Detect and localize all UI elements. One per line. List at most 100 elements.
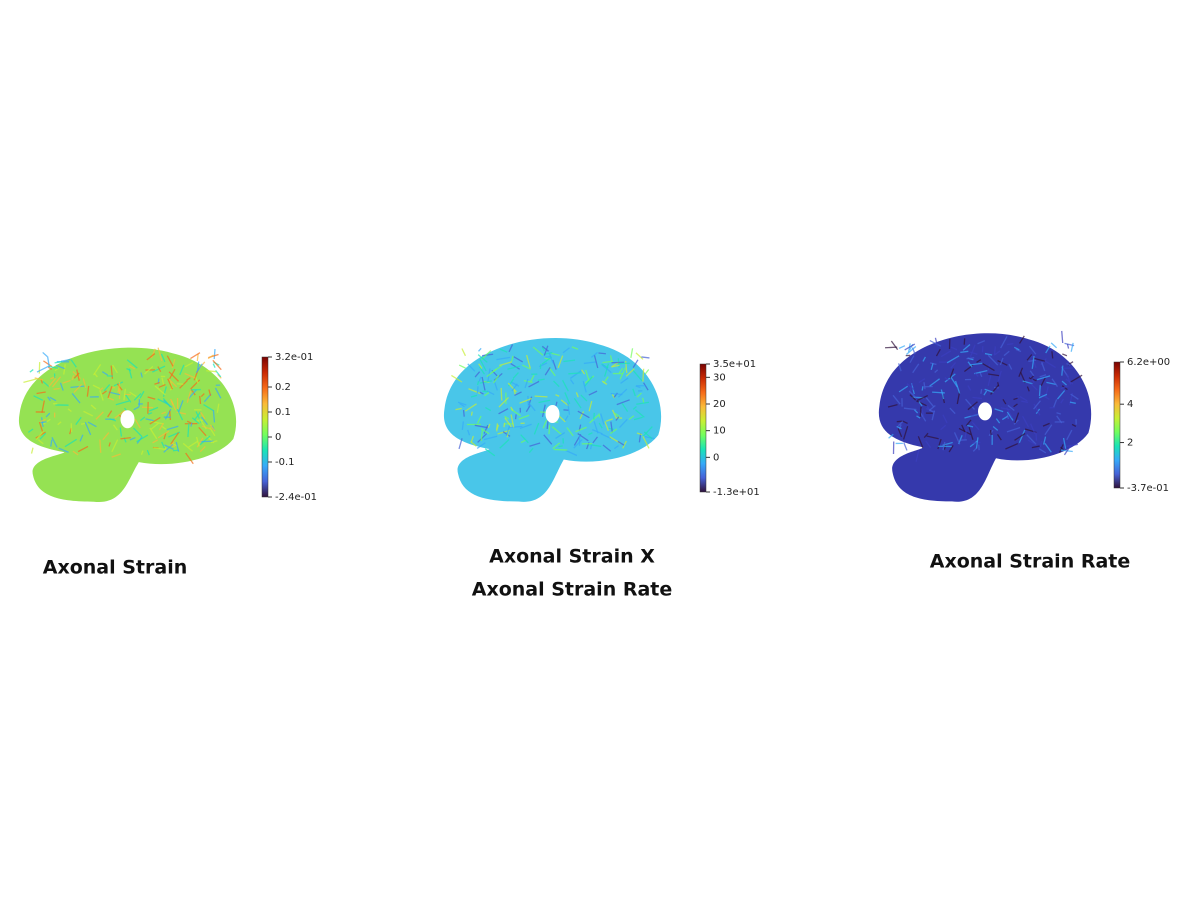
colorbar-tick-label: -1.3e+01 — [713, 487, 760, 498]
fiber — [457, 401, 467, 406]
fiber — [504, 417, 512, 428]
fiber — [632, 388, 636, 397]
fiber — [484, 448, 496, 457]
fiber — [126, 359, 138, 369]
fiber — [593, 355, 599, 369]
fiber — [483, 424, 489, 434]
fiber — [1007, 404, 1015, 412]
fiber — [203, 403, 214, 412]
fiber — [133, 392, 142, 401]
fiber — [949, 407, 956, 415]
fiber — [1029, 375, 1035, 380]
fiber — [617, 388, 628, 398]
fiber — [997, 382, 1000, 387]
fiber — [80, 422, 86, 425]
fiber — [103, 384, 111, 392]
fiber — [212, 410, 216, 423]
fiber — [212, 363, 216, 368]
fiber — [611, 364, 620, 368]
fiber — [51, 437, 58, 448]
fiber — [510, 406, 514, 411]
fiber — [988, 373, 1000, 377]
fiber — [1062, 353, 1068, 357]
fiber — [526, 400, 536, 412]
fiber — [109, 418, 117, 422]
fiber — [601, 364, 612, 374]
fiber — [934, 369, 939, 373]
fiber — [1024, 428, 1038, 434]
fiber — [1019, 395, 1028, 402]
fiber — [129, 436, 136, 441]
fiber — [962, 344, 971, 351]
fiber — [522, 364, 532, 370]
fiber — [500, 387, 503, 401]
fiber — [176, 408, 184, 421]
fiber — [512, 372, 519, 379]
fiber — [92, 384, 101, 390]
fiber — [1033, 400, 1041, 410]
fiber — [200, 393, 205, 398]
fiber — [908, 390, 917, 399]
fiber — [569, 370, 582, 379]
fiber — [514, 414, 517, 420]
panel-title: Axonal Strain X — [489, 546, 655, 568]
fiber — [643, 431, 653, 440]
fiber — [478, 376, 482, 382]
fiber — [486, 390, 495, 396]
fiber — [542, 419, 548, 429]
fiber — [561, 379, 569, 392]
fiber — [36, 365, 50, 373]
colorbar-tick-label: 2 — [1127, 438, 1133, 449]
fiber — [145, 418, 154, 422]
fiber — [1053, 399, 1058, 408]
fiber — [1042, 422, 1050, 427]
fiber — [916, 400, 927, 407]
fiber — [41, 400, 45, 413]
fiber — [1013, 397, 1018, 401]
fiber — [157, 366, 162, 373]
fiber — [1006, 426, 1021, 433]
fiber — [186, 390, 192, 403]
fiber — [468, 388, 481, 395]
fiber — [492, 374, 500, 384]
fiber — [555, 401, 558, 407]
fiber — [510, 362, 521, 370]
fiber — [75, 416, 82, 426]
fiber — [196, 353, 199, 361]
fiber — [636, 392, 642, 398]
fiber — [644, 435, 655, 440]
fiber — [1022, 415, 1030, 428]
fiber — [499, 348, 508, 353]
fiber — [613, 445, 619, 450]
fiber — [926, 435, 939, 440]
fiber — [470, 394, 478, 398]
fiber — [514, 391, 522, 397]
fiber — [922, 356, 926, 362]
fiber — [87, 421, 97, 428]
fiber — [566, 427, 574, 437]
colorbar-tick-label: 0 — [275, 432, 281, 443]
fiber — [111, 453, 121, 458]
fiber — [1042, 436, 1047, 445]
fiber — [511, 383, 518, 392]
fiber — [997, 360, 1008, 366]
fiber — [148, 406, 159, 412]
panel-title: Axonal Strain — [43, 557, 188, 579]
fiber — [584, 376, 593, 387]
fiber — [480, 429, 484, 442]
fiber — [995, 418, 1001, 424]
fiber — [909, 394, 917, 401]
colorbar — [1113, 361, 1121, 489]
fiber — [571, 346, 579, 350]
fiber — [609, 428, 618, 435]
fiber — [919, 406, 922, 417]
fiber — [1015, 348, 1022, 353]
fiber — [917, 394, 928, 401]
fiber — [163, 432, 167, 440]
fiber — [209, 424, 216, 432]
fiber — [632, 369, 643, 382]
fiber — [971, 421, 980, 431]
fiber — [168, 378, 178, 388]
fiber — [99, 390, 104, 401]
fiber — [474, 424, 488, 429]
